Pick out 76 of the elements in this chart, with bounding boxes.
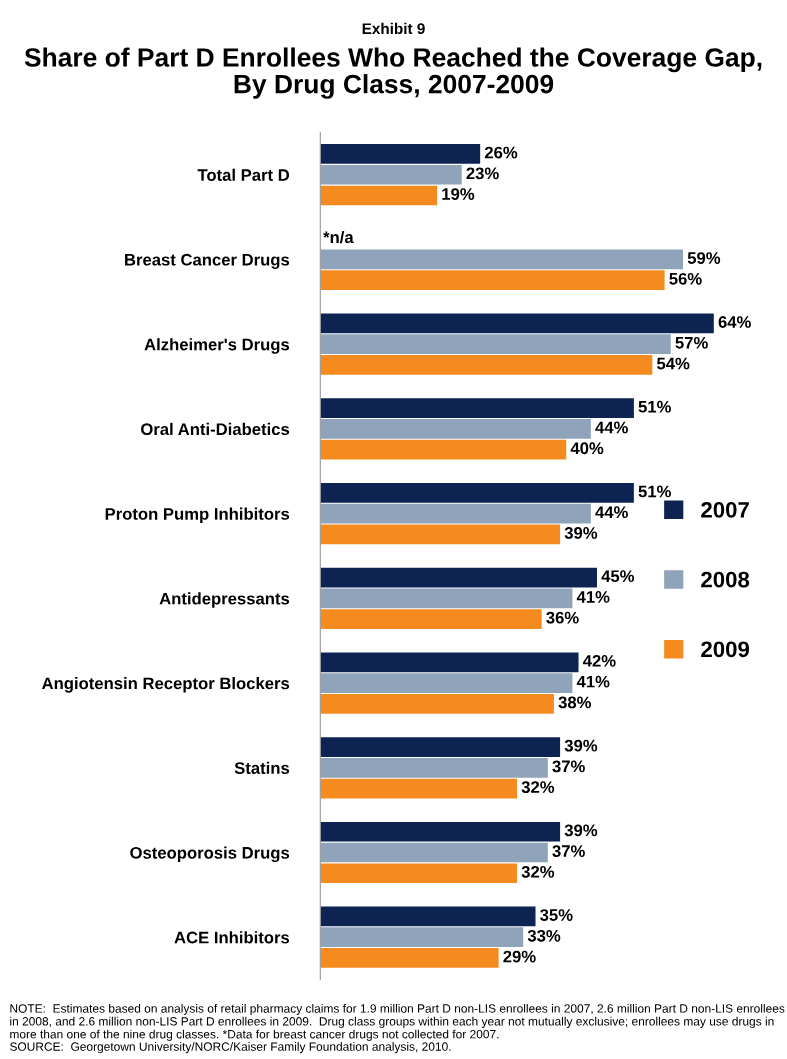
data-label: 29%: [503, 950, 536, 963]
data-label: 38%: [558, 696, 592, 709]
bar: [320, 355, 653, 375]
data-label: 37%: [552, 845, 585, 857]
bar: [320, 419, 591, 439]
y-tick-label: Alzheimer's Drugs: [144, 338, 290, 354]
data-label: 44%: [595, 506, 628, 519]
bar: [320, 185, 438, 206]
y-tick-label: Total Part D: [197, 168, 290, 181]
data-label: 42%: [582, 654, 616, 667]
bar: [320, 693, 554, 714]
y-tick-label: Osteoporosis Drugs: [130, 846, 290, 863]
y-tick-label: Statins: [234, 761, 290, 774]
data-label: 33%: [527, 929, 561, 942]
data-label: 41%: [576, 591, 610, 603]
bar: [320, 567, 597, 588]
bar: [320, 249, 684, 270]
y-tick-label: Proton Pump Inhibitors: [105, 507, 290, 524]
bar: [320, 313, 714, 334]
bar: [320, 334, 671, 355]
data-label: 32%: [521, 865, 555, 878]
data-label: 64%: [718, 316, 751, 328]
data-label: 35%: [540, 909, 573, 921]
chart-subtitle: Exhibit 9: [362, 22, 425, 35]
text: NOTE: Estimates based on analysis of retail pharmacy claims for 1.9 million Part D non-LIS enrollees in 2007, 2.6 million Part D non-LIS enrollees in 2008, and 2.6 million non-LIS Part D enrollees in 2009. Drug class groups within each year not mutually exclusive; enrollees may use drugs in more than one of the nine drug classes. *Data for breast cancer drugs not collected for 2007.: [10, 1003, 785, 1041]
source-note: SOURCE: Georgetown University/NORC/Kaiser Family Foundation analysis, 2010.: [9, 1042, 451, 1054]
y-tick-label: Antidepressants: [159, 592, 290, 608]
data-label: 44%: [595, 421, 628, 434]
bar: [320, 948, 499, 968]
data-label: 41%: [576, 675, 610, 688]
data-label: 19%: [442, 188, 475, 200]
bar: [320, 164, 462, 185]
data-label: 32%: [521, 781, 555, 794]
legend-label: 2007: [701, 501, 749, 518]
bar: [320, 821, 561, 842]
y-tick-label: Oral Anti-Diabetics: [141, 422, 290, 436]
data-label: 39%: [564, 527, 598, 539]
bar: [320, 398, 634, 418]
bar: [320, 439, 567, 460]
data-label: 54%: [657, 357, 690, 370]
data-label: 39%: [564, 739, 598, 752]
bar: [320, 757, 548, 778]
bar: [320, 270, 665, 291]
bar: [320, 144, 481, 164]
bar: [320, 524, 561, 545]
bar: [320, 906, 536, 927]
bar: [320, 778, 518, 799]
annotation: *n/a: [323, 230, 354, 244]
y-tick-label: ACE Inhibitors: [174, 931, 290, 944]
bar: [320, 503, 591, 524]
data-label: 51%: [638, 400, 671, 413]
bar: [320, 609, 542, 629]
y-tick-label: Angiotensin Receptor Blockers: [41, 677, 290, 693]
data-label: 57%: [675, 336, 708, 349]
bar: [320, 483, 634, 503]
data-label: 37%: [552, 760, 585, 773]
legend-label: 2008: [701, 571, 750, 588]
data-label: 23%: [466, 167, 499, 180]
data-label: 39%: [564, 824, 598, 837]
legend-label: 2009: [701, 641, 750, 658]
bar: [320, 588, 573, 609]
data-label: 51%: [638, 485, 671, 498]
data-label: 36%: [546, 611, 579, 624]
data-label: 45%: [601, 570, 635, 583]
y-tick-label: Breast Cancer Drugs: [125, 253, 290, 269]
data-label: 40%: [570, 442, 604, 455]
bar: [320, 863, 518, 884]
chart-title: Share of Part D Enrollees Who Reached the Coverage Gap, By Drug Class, 2007-2009: [24, 47, 762, 99]
data-label: 56%: [669, 272, 702, 285]
bar: [320, 927, 524, 948]
data-label: 59%: [687, 252, 721, 264]
bar: [320, 652, 579, 673]
bar: [320, 737, 561, 757]
data-label: 26%: [484, 146, 518, 159]
bar: [320, 842, 548, 863]
bar: [320, 673, 573, 693]
